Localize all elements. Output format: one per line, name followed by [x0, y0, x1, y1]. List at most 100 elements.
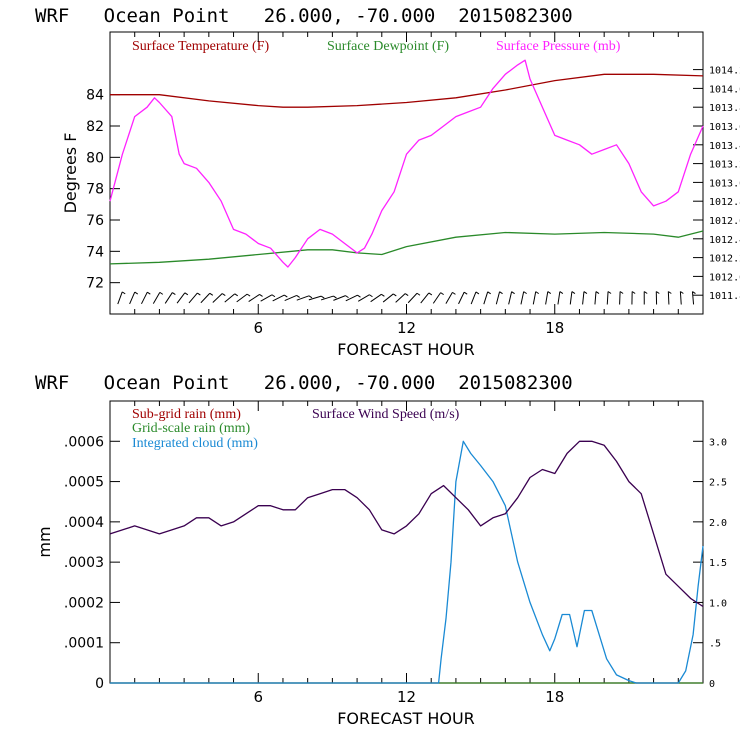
y-left-tick-label: 82	[86, 119, 104, 135]
wind-barb-feather	[475, 291, 480, 295]
chart2-x-axis-label: FORECAST HOUR	[337, 709, 475, 728]
y-left-tick-label: 0	[95, 676, 104, 692]
wind-barb	[176, 292, 186, 304]
wind-barb	[445, 292, 453, 304]
y-right-tick-label: 2.5	[709, 478, 727, 489]
wind-barb	[224, 293, 236, 303]
wind-barb	[395, 293, 406, 303]
wind-barb	[432, 292, 442, 304]
y-right-tick-label: 2.0	[709, 518, 727, 529]
wind-barb-feather	[571, 291, 576, 294]
wind-barb-feather	[197, 292, 201, 296]
wind-barb	[284, 294, 297, 302]
y-right-tick-label: 1.5	[709, 558, 727, 569]
y-right-tick-label: 1012.8	[709, 197, 740, 208]
wind-barb-feather	[333, 295, 337, 299]
wind-barb	[667, 291, 670, 305]
legend-surface-pressure: Surface Pressure (mb)	[496, 39, 621, 54]
y-right-tick-label: 1012.2	[709, 254, 740, 265]
series-line-surface-temperature-f	[110, 73, 704, 108]
wind-barb	[569, 291, 573, 305]
y-left-tick-label: 78	[86, 182, 104, 198]
temperature-chart: WRF Ocean Point 26.000, -70.000 20150823…	[35, 5, 740, 359]
wind-barb-feather	[655, 291, 660, 294]
wind-barb-feather	[296, 295, 300, 298]
wind-barb-feather	[345, 295, 349, 299]
wind-barb-feather	[535, 291, 540, 295]
y-left-tick-label: .0001	[64, 636, 104, 652]
wind-barb-feather	[284, 294, 288, 298]
y-right-tick-label: 1013.4	[709, 141, 740, 152]
legend-integrated-cloud: Integrated cloud (mm)	[132, 436, 258, 451]
wind-barb-feather	[369, 294, 373, 298]
chart1-y-axis-label: Degrees F	[61, 133, 80, 214]
wind-barb-feather	[209, 292, 214, 296]
y-right-tick-label: 1011.8	[709, 291, 740, 302]
wind-barb-feather	[583, 291, 588, 294]
chart2-legend: Sub-grid rain (mm) Grid-scale rain (mm) …	[132, 407, 460, 451]
wind-barb-feather	[547, 291, 552, 295]
wind-barb	[470, 291, 477, 305]
wind-barb-feather	[159, 291, 164, 295]
wind-barb	[200, 292, 211, 304]
y-right-tick-label: 1013.2	[709, 160, 740, 171]
wind-barb-feather	[643, 291, 648, 294]
wind-barb	[248, 294, 260, 302]
y-right-tick-label: 1012.6	[709, 216, 740, 227]
wind-barb-feather	[452, 291, 456, 295]
y-right-tick-label: 1013.8	[709, 103, 740, 114]
wind-barb	[152, 292, 161, 304]
wind-barb	[520, 291, 525, 305]
legend-sub-grid-rain: Sub-grid rain (mm)	[132, 407, 241, 422]
chart2-y-axis-label: mm	[35, 526, 54, 557]
wind-barb	[333, 295, 346, 301]
wind-barb-feather	[692, 291, 696, 294]
wind-barb	[679, 291, 682, 305]
wind-barb	[260, 294, 273, 302]
y-left-tick-label: 76	[86, 213, 104, 229]
y-right-tick-label: 1014.0	[709, 84, 740, 95]
wind-barb-feather	[147, 291, 151, 295]
wind-barb-feather	[393, 293, 397, 297]
y-right-tick-label: 1012.0	[709, 272, 740, 283]
wind-barb-feather	[357, 294, 361, 298]
wind-barb-feather	[259, 294, 263, 297]
wind-barb	[357, 294, 370, 302]
y-left-tick-label: 74	[86, 244, 104, 260]
y-right-tick-label: 1013.6	[709, 122, 740, 133]
y-right-tick-label: 1.0	[709, 598, 727, 609]
y-right-tick-label: 1013.0	[709, 178, 740, 189]
wind-barb-feather	[559, 291, 564, 294]
y-left-tick-label: .0002	[64, 595, 104, 611]
wind-barb-feather	[321, 295, 325, 299]
y-left-tick-label: .0003	[64, 555, 104, 571]
y-right-tick-label: .5	[709, 639, 721, 650]
wind-barb-feather	[234, 293, 238, 297]
y-right-tick-label: 1014.2	[709, 66, 740, 77]
wind-barb	[508, 291, 513, 305]
wind-barb-feather	[271, 294, 276, 298]
y-left-tick-label: .0004	[64, 515, 104, 531]
wind-barb	[458, 291, 465, 305]
y-left-tick-label: 72	[86, 276, 104, 292]
wind-barb	[370, 293, 382, 303]
wind-barb	[296, 295, 310, 301]
y-left-tick-label: 84	[86, 88, 104, 104]
wind-barb	[345, 294, 358, 302]
chart2-header: WRF Ocean Point 26.000, -70.000 20150823…	[35, 372, 573, 394]
wind-barb-feather	[416, 292, 421, 296]
wind-barb	[141, 291, 148, 305]
wind-barb-feather	[172, 292, 176, 295]
wind-barb	[212, 293, 223, 303]
wind-barb-feather	[440, 292, 444, 296]
wind-barb-feather	[221, 293, 226, 296]
wind-barb-feather	[595, 291, 600, 294]
wind-barb	[129, 291, 136, 305]
y-left-tick-label: 80	[86, 150, 104, 166]
wind-barb	[308, 295, 322, 301]
x-tick-label: 6	[253, 319, 263, 337]
chart2-marks: 6 12 18 0 .0001 .0002 .0003 .0004 .0005 .0006 0 .5 1…	[64, 401, 727, 706]
legend-surface-wind-speed: Surface Wind Speed (m/s)	[312, 407, 460, 422]
precipitation-chart: WRF Ocean Point 26.000, -70.000 20150823…	[35, 372, 727, 728]
